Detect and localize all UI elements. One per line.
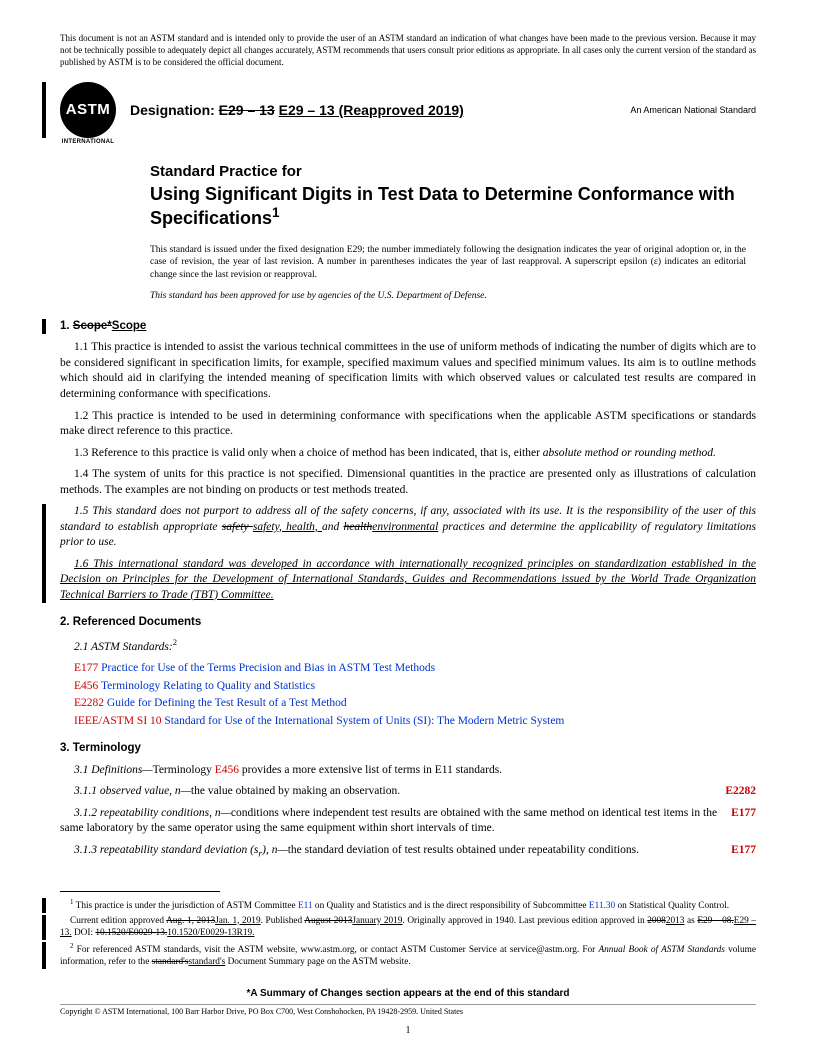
logo-main-text: ASTM: [66, 100, 111, 120]
ref-e2282: E2282 Guide for Defining the Test Result…: [60, 696, 756, 712]
page-number: 1: [60, 1024, 756, 1038]
title-main: Using Significant Digits in Test Data to…: [150, 183, 756, 230]
ref-e2282-link[interactable]: Guide for Defining the Test Result of a …: [107, 697, 347, 709]
section-2-heading: 2. Referenced Documents: [60, 615, 756, 631]
ref-e2282-id[interactable]: E2282: [74, 697, 104, 709]
astm-logo: ASTM INTERNATIONAL: [60, 82, 116, 138]
ref-e456-id[interactable]: E456: [74, 680, 98, 692]
para-3-1-2: E177 3.1.2 repeatability conditions, n—c…: [60, 806, 756, 837]
link-e11-30[interactable]: E11.30: [589, 901, 615, 911]
link-e11[interactable]: E11: [298, 901, 313, 911]
para-1-1: 1.1 This practice is intended to assist …: [60, 340, 756, 402]
summary-of-changes-note: *A Summary of Changes section appears at…: [60, 987, 756, 1001]
ref-right-e2282[interactable]: E2282: [711, 784, 756, 800]
ref-e177-link[interactable]: Practice for Use of the Terms Precision …: [101, 662, 435, 674]
ref-right-e177b[interactable]: E177: [717, 843, 756, 859]
copyright-line: Copyright © ASTM International, 100 Barr…: [60, 1004, 756, 1018]
footnote-2: 2 For referenced ASTM standards, visit t…: [42, 942, 756, 969]
top-disclaimer: This document is not an ASTM standard an…: [60, 32, 756, 68]
ref-si10: IEEE/ASTM SI 10 Standard for Use of the …: [60, 714, 756, 730]
national-standard-label: An American National Standard: [630, 104, 756, 116]
ref-si10-id[interactable]: IEEE/ASTM SI 10: [74, 715, 162, 727]
para-1-5-1-6-block: 1.5 This standard does not purport to ad…: [42, 504, 756, 603]
ref-si10-link[interactable]: Standard for Use of the International Sy…: [164, 715, 564, 727]
para-3-1-1: E2282 3.1.1 observed value, n—the value …: [60, 784, 756, 800]
footnotes: 1 This practice is under the jurisdictio…: [60, 898, 756, 969]
link-e456[interactable]: E456: [215, 764, 239, 776]
ref-e456-link[interactable]: Terminology Relating to Quality and Stat…: [101, 680, 315, 692]
footnote-rule: [60, 891, 220, 896]
ref-e177-id[interactable]: E177: [74, 662, 98, 674]
title-block: Standard Practice for Using Significant …: [150, 162, 756, 229]
title-prefix: Standard Practice for: [150, 162, 756, 182]
footnote-1: 1 This practice is under the jurisdictio…: [42, 898, 756, 913]
ref-e177: E177 Practice for Use of the Terms Preci…: [60, 661, 756, 677]
para-1-2: 1.2 This practice is intended to be used…: [60, 409, 756, 440]
issuance-note: This standard is issued under the fixed …: [150, 244, 756, 282]
para-3-1: 3.1 Definitions—Terminology E456 provide…: [60, 763, 756, 779]
ref-right-e177a[interactable]: E177: [717, 806, 756, 822]
header-row: ASTM INTERNATIONAL Designation: E29 – 13…: [42, 82, 756, 138]
designation-label: Designation:: [130, 102, 215, 118]
para-2-1: 2.1 ASTM Standards:2: [60, 637, 756, 655]
footnote-current-edition: Current edition approved Aug. 1, 2013Jan…: [42, 915, 756, 940]
section-3-heading: 3. Terminology: [60, 741, 756, 757]
para-3-1-3: E177 3.1.3 repeatability standard deviat…: [60, 843, 756, 861]
section-1-heading: 1. Scope*Scope: [42, 319, 756, 335]
para-1-5: 1.5 This standard does not purport to ad…: [60, 504, 756, 551]
para-1-3: 1.3 Reference to this practice is valid …: [60, 446, 756, 462]
dod-approval: This standard has been approved for use …: [150, 290, 756, 303]
ref-e456: E456 Terminology Relating to Quality and…: [60, 679, 756, 695]
designation-new: E29 – 13 (Reapproved 2019): [279, 102, 464, 118]
para-1-6: 1.6 This international standard was deve…: [60, 557, 756, 604]
designation-old: E29 – 13: [219, 102, 275, 118]
logo-intl-text: INTERNATIONAL: [62, 138, 114, 146]
para-1-4: 1.4 The system of units for this practic…: [60, 467, 756, 498]
designation: Designation: E29 – 13 E29 – 13 (Reapprov…: [130, 101, 630, 120]
